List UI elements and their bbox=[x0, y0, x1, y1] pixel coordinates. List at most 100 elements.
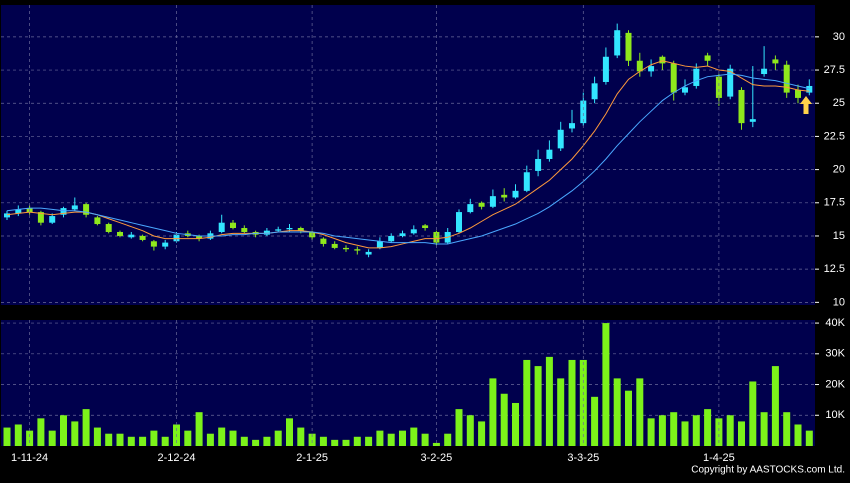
volume-bar bbox=[184, 430, 192, 446]
candle-body bbox=[71, 205, 78, 210]
volume-bar bbox=[331, 439, 339, 446]
volume-bar bbox=[771, 366, 779, 446]
candle-body bbox=[162, 242, 169, 247]
volume-bar bbox=[26, 430, 34, 446]
volume-bar bbox=[206, 433, 214, 446]
volume-bar bbox=[557, 378, 565, 446]
volume-bar bbox=[342, 439, 350, 446]
volume-bar bbox=[500, 393, 508, 446]
volume-bar bbox=[353, 436, 361, 446]
volume-bar bbox=[466, 415, 474, 446]
y-tick-label: 12.5 bbox=[824, 263, 845, 275]
x-tick-label: 1-4-25 bbox=[703, 452, 735, 464]
x-tick-label: 2-1-25 bbox=[296, 452, 328, 464]
copyright: Copyright by AASTOCKS.com Ltd. bbox=[691, 465, 845, 476]
candle-body bbox=[523, 172, 530, 191]
y-tick-label: 10 bbox=[833, 296, 845, 308]
volume-bar bbox=[274, 430, 282, 446]
volume-bar bbox=[195, 412, 203, 446]
candle-body bbox=[150, 241, 157, 247]
volume-bar bbox=[432, 442, 440, 446]
candle-body bbox=[670, 63, 677, 93]
candle-body bbox=[738, 89, 745, 124]
candle-body bbox=[682, 87, 688, 93]
volume-bar bbox=[139, 436, 147, 446]
y-tick-label: 20 bbox=[833, 164, 845, 176]
volume-bar bbox=[545, 356, 553, 446]
candle-body bbox=[376, 241, 383, 248]
candle-body bbox=[297, 228, 304, 231]
volume-bar bbox=[715, 418, 723, 446]
candle-body bbox=[795, 89, 801, 98]
candle-body bbox=[388, 235, 395, 242]
volume-bar bbox=[602, 323, 610, 446]
volume-bar bbox=[523, 359, 531, 446]
y-tick-label: 10K bbox=[825, 409, 845, 421]
candle-body bbox=[320, 238, 327, 244]
volume-bar bbox=[37, 418, 45, 446]
candle-body bbox=[501, 194, 508, 198]
volume-bar bbox=[794, 424, 802, 446]
candle-body bbox=[331, 243, 338, 248]
candle-body bbox=[343, 247, 349, 250]
candle-body bbox=[512, 190, 519, 198]
candle-body bbox=[196, 235, 203, 239]
volume-bar bbox=[308, 433, 316, 446]
volume-bar bbox=[478, 421, 486, 446]
y-tick-label: 15 bbox=[833, 230, 845, 242]
marker-arrow bbox=[800, 96, 812, 114]
volume-bar bbox=[3, 427, 11, 446]
candle-body bbox=[783, 64, 790, 93]
candle-body bbox=[456, 212, 462, 232]
candle-body bbox=[37, 212, 44, 223]
volume-bar bbox=[297, 427, 305, 446]
candle-body bbox=[648, 66, 655, 72]
volume-bar bbox=[399, 430, 406, 446]
candle-body bbox=[173, 234, 180, 242]
volume-bar bbox=[229, 430, 237, 446]
candle-body bbox=[489, 196, 496, 207]
volume-bar bbox=[738, 421, 745, 446]
volume-bar bbox=[286, 418, 293, 446]
volume-bar bbox=[647, 418, 655, 446]
candle-body bbox=[422, 225, 429, 229]
candle-body bbox=[636, 60, 643, 72]
volume-bar bbox=[105, 433, 113, 446]
candle-body bbox=[263, 230, 270, 235]
volume-bar bbox=[489, 378, 497, 446]
candle-body bbox=[218, 222, 225, 232]
volume-bar bbox=[670, 412, 678, 446]
candle-body bbox=[433, 231, 440, 243]
volume-bar bbox=[48, 430, 56, 446]
volume-bar bbox=[625, 390, 632, 446]
candle-body bbox=[749, 119, 756, 122]
volume-bar bbox=[444, 433, 452, 446]
candle-body bbox=[410, 229, 417, 234]
candle-body bbox=[546, 149, 553, 159]
volume-bar bbox=[376, 430, 384, 446]
volume-bar bbox=[805, 430, 813, 446]
candle-body bbox=[569, 123, 575, 129]
candle-body bbox=[715, 76, 722, 98]
volume-bar bbox=[534, 366, 542, 446]
volume-bar bbox=[783, 412, 791, 446]
candle-body bbox=[49, 216, 56, 223]
candle-body bbox=[94, 217, 101, 225]
candle-body bbox=[230, 222, 236, 229]
volume-bar bbox=[455, 409, 463, 446]
y-tick-label: 30 bbox=[833, 31, 845, 43]
volume-bar bbox=[704, 409, 712, 446]
candle-body bbox=[659, 56, 666, 64]
candle-body bbox=[591, 83, 598, 100]
candle-body bbox=[399, 233, 406, 236]
candle-body bbox=[535, 158, 542, 171]
volume-bar bbox=[749, 381, 757, 446]
candle-body bbox=[4, 213, 10, 218]
candle-body bbox=[625, 32, 632, 61]
volume-bar bbox=[568, 359, 576, 446]
moving-average-line bbox=[6, 73, 810, 245]
candle-body bbox=[614, 30, 621, 56]
x-tick-label: 2-12-24 bbox=[158, 452, 196, 464]
volume-panel bbox=[1, 320, 815, 446]
